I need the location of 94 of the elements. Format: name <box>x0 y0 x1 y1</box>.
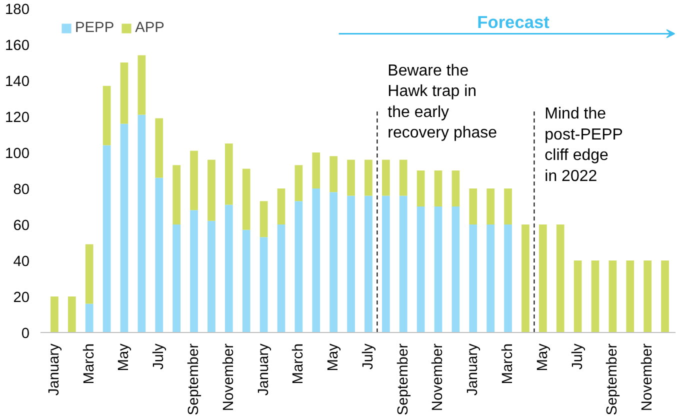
x-tick-label: July <box>570 342 586 370</box>
x-tick-label: September <box>604 343 621 416</box>
bar <box>382 160 390 196</box>
bar <box>330 156 338 192</box>
y-tick-label: 100 <box>5 146 30 162</box>
bar <box>190 150 198 210</box>
bar <box>155 178 164 332</box>
bar <box>68 296 76 332</box>
bar <box>85 244 94 304</box>
bar <box>294 165 303 202</box>
x-tick-label: March <box>290 343 307 384</box>
y-tick-label: 60 <box>13 218 30 234</box>
bar <box>608 260 617 332</box>
y-tick-label: 0 <box>21 326 30 342</box>
y-tick-label: 80 <box>13 182 30 198</box>
bar <box>452 206 460 332</box>
y-tick-label: 140 <box>5 74 30 90</box>
bar <box>504 188 512 224</box>
legend-label: APP <box>135 20 164 36</box>
bar <box>138 55 146 115</box>
bar <box>242 168 250 230</box>
bar <box>626 260 634 332</box>
bar <box>138 114 146 332</box>
bar <box>208 160 216 221</box>
bar <box>486 224 495 332</box>
bar <box>260 201 268 238</box>
bar <box>85 304 94 332</box>
x-tick-label: September <box>395 343 412 416</box>
bar <box>574 260 582 332</box>
bar <box>347 196 355 332</box>
bar <box>364 196 372 332</box>
bar <box>224 144 233 205</box>
bar <box>312 188 320 332</box>
x-tick-label: January <box>46 342 62 396</box>
bar <box>399 196 408 332</box>
bar <box>538 224 547 332</box>
bar <box>172 224 180 332</box>
bar <box>172 165 180 224</box>
bar <box>347 160 355 196</box>
x-tick-label: July <box>360 342 376 370</box>
bar <box>556 224 564 332</box>
bar <box>155 118 164 178</box>
bar <box>120 62 128 124</box>
x-tick-label: September <box>186 343 202 416</box>
annotation: Forecast <box>477 12 550 32</box>
x-tick-label: January <box>256 342 272 396</box>
bar <box>416 170 425 206</box>
bar <box>434 206 442 332</box>
bar <box>434 170 442 206</box>
y-tick-label: 180 <box>5 2 30 18</box>
bar <box>416 206 425 332</box>
legend-label: PEPP <box>75 20 114 36</box>
bar <box>224 204 233 332</box>
annotation: Mind the post-PEPP cliff edge in 2022 <box>544 106 623 185</box>
bar <box>312 152 320 188</box>
bar <box>277 188 286 224</box>
bar <box>330 192 338 332</box>
bar <box>522 224 530 332</box>
bar <box>294 201 303 332</box>
bar <box>452 170 460 206</box>
y-tick-label: 120 <box>5 110 30 126</box>
y-tick-label: 20 <box>13 290 30 306</box>
x-tick-label: January <box>465 342 482 396</box>
bar <box>591 260 600 332</box>
x-tick-label: November <box>220 343 237 412</box>
bar <box>504 224 512 332</box>
bar <box>382 196 390 332</box>
x-tick-label: March <box>81 343 98 384</box>
bar <box>50 296 58 332</box>
bar <box>277 224 286 332</box>
bar <box>399 160 408 196</box>
annotation: Beware the Hawk trap in the early recovery phase <box>388 62 498 142</box>
bar <box>469 224 478 332</box>
x-tick-label: May <box>534 342 551 372</box>
bar <box>661 260 669 332</box>
x-tick-label: May <box>116 342 132 372</box>
bar <box>102 86 111 146</box>
bar <box>469 188 478 224</box>
bar <box>190 210 198 332</box>
bar <box>102 145 111 332</box>
x-tick-label: July <box>151 342 168 370</box>
bar <box>486 188 495 224</box>
bar <box>208 220 216 332</box>
bar <box>364 160 372 196</box>
bar <box>260 237 268 332</box>
x-tick-label: November <box>640 343 656 412</box>
bar <box>644 260 652 332</box>
x-tick-label: March <box>500 343 516 384</box>
y-tick-label: 160 <box>5 38 30 54</box>
x-tick-label: May <box>326 342 342 372</box>
bar <box>120 124 128 332</box>
x-tick-label: November <box>430 343 446 412</box>
bar <box>242 230 250 332</box>
y-tick-label: 40 <box>13 254 30 270</box>
